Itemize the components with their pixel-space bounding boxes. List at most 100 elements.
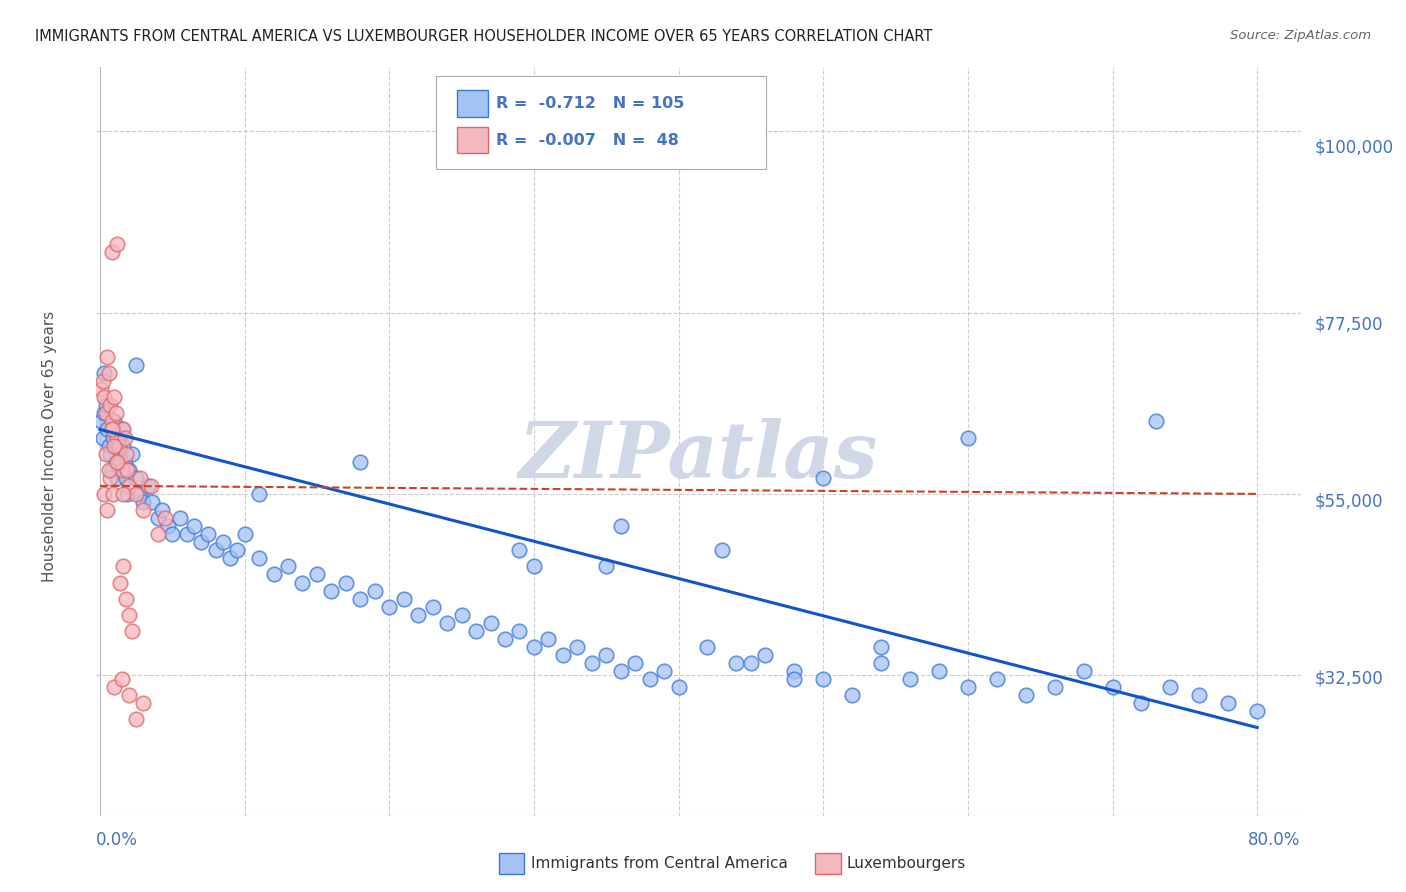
Point — [494, 632, 516, 646]
Point — [117, 487, 139, 501]
Point — [101, 430, 124, 444]
Point — [197, 527, 219, 541]
Point — [450, 607, 472, 622]
Point — [725, 656, 748, 670]
Point — [103, 680, 125, 694]
Point — [595, 559, 617, 574]
Point — [183, 519, 205, 533]
Point — [139, 479, 162, 493]
Point — [986, 672, 1008, 686]
Point — [176, 527, 198, 541]
Point — [349, 455, 371, 469]
Point — [956, 680, 979, 694]
Point — [150, 503, 173, 517]
Point — [125, 358, 148, 372]
Point — [841, 689, 863, 703]
Point — [107, 430, 129, 444]
Point — [233, 527, 256, 541]
Point — [97, 366, 120, 380]
Point — [551, 648, 574, 662]
Point — [132, 503, 155, 517]
Point — [98, 471, 121, 485]
Point — [118, 463, 141, 477]
Point — [115, 471, 138, 485]
Point — [98, 398, 121, 412]
Point — [117, 463, 139, 477]
Point — [1144, 414, 1167, 428]
Text: ZIPatlas: ZIPatlas — [519, 418, 877, 495]
Point — [1188, 689, 1211, 703]
Point — [115, 591, 138, 606]
Point — [105, 471, 128, 485]
Text: Householder Income Over 65 years: Householder Income Over 65 years — [42, 310, 56, 582]
Point — [567, 640, 589, 654]
Point — [114, 455, 136, 469]
Point — [98, 447, 121, 461]
Point — [1159, 680, 1181, 694]
Point — [740, 656, 762, 670]
Point — [378, 599, 401, 614]
Point — [125, 713, 148, 727]
Point — [219, 551, 242, 566]
Point — [94, 447, 117, 461]
Point — [101, 487, 124, 501]
Point — [609, 664, 631, 678]
Point — [146, 527, 169, 541]
Point — [247, 551, 270, 566]
Point — [422, 599, 444, 614]
Point — [169, 511, 191, 525]
Point — [108, 447, 131, 461]
Point — [754, 648, 776, 662]
Point — [100, 422, 122, 436]
Point — [898, 672, 921, 686]
Point — [108, 455, 131, 469]
Point — [652, 664, 675, 678]
Text: $77,500: $77,500 — [1315, 316, 1384, 334]
Point — [129, 471, 152, 485]
Point — [156, 519, 179, 533]
Point — [581, 656, 603, 670]
Text: $32,500: $32,500 — [1315, 670, 1384, 688]
Point — [190, 535, 212, 549]
Point — [108, 575, 131, 590]
Point — [1043, 680, 1066, 694]
Point — [1073, 664, 1095, 678]
Point — [90, 382, 112, 396]
Point — [277, 559, 299, 574]
Point — [226, 543, 249, 558]
Point — [114, 430, 136, 444]
Point — [121, 624, 143, 638]
Point — [129, 487, 152, 501]
Point — [465, 624, 488, 638]
Point — [508, 624, 530, 638]
Point — [609, 519, 631, 533]
Point — [956, 430, 979, 444]
Point — [783, 664, 806, 678]
Text: IMMIGRANTS FROM CENTRAL AMERICA VS LUXEMBOURGER HOUSEHOLDER INCOME OVER 65 YEARS: IMMIGRANTS FROM CENTRAL AMERICA VS LUXEM… — [35, 29, 932, 44]
Point — [696, 640, 718, 654]
Point — [96, 503, 118, 517]
Point — [105, 455, 128, 469]
Text: R =  -0.007   N =  48: R = -0.007 N = 48 — [496, 133, 679, 147]
Point — [101, 422, 124, 436]
Point — [1246, 705, 1268, 719]
Point — [112, 439, 135, 453]
Point — [100, 463, 122, 477]
Point — [436, 615, 458, 630]
Point — [537, 632, 560, 646]
Point — [162, 527, 184, 541]
Point — [523, 640, 546, 654]
Point — [364, 583, 387, 598]
Point — [100, 245, 122, 260]
Point — [136, 479, 159, 493]
Point — [291, 575, 314, 590]
Point — [335, 575, 357, 590]
Point — [1130, 697, 1153, 711]
Text: $100,000: $100,000 — [1315, 138, 1393, 157]
Point — [112, 487, 135, 501]
Point — [94, 406, 117, 420]
Point — [638, 672, 661, 686]
Point — [97, 463, 120, 477]
Point — [146, 511, 169, 525]
Point — [1218, 697, 1240, 711]
